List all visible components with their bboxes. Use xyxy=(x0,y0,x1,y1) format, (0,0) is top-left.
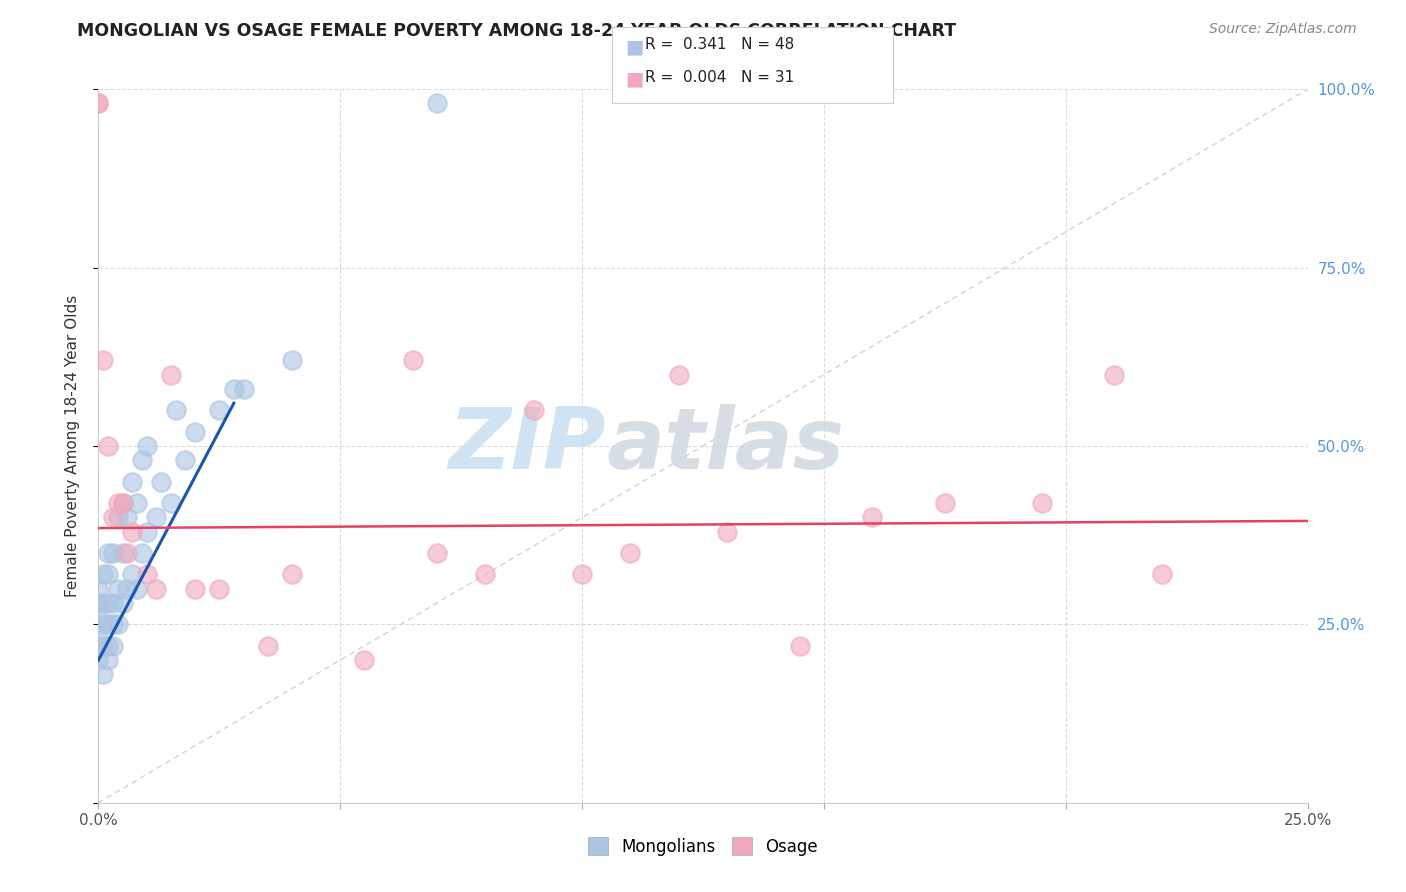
Point xyxy=(934,496,956,510)
Point xyxy=(121,567,143,582)
Point xyxy=(619,546,641,560)
Point xyxy=(87,610,110,624)
Point xyxy=(145,510,167,524)
Point xyxy=(107,582,129,596)
Point xyxy=(87,96,110,111)
Point xyxy=(1102,368,1125,382)
Point xyxy=(117,546,139,560)
Point xyxy=(101,596,124,610)
Point xyxy=(135,567,157,582)
Point xyxy=(131,546,153,560)
Point xyxy=(668,368,690,382)
Point xyxy=(135,439,157,453)
Point xyxy=(111,496,134,510)
Point xyxy=(87,653,110,667)
Point xyxy=(111,546,134,560)
Point xyxy=(281,353,304,368)
Point xyxy=(97,546,120,560)
Text: R =  0.341   N = 48: R = 0.341 N = 48 xyxy=(645,37,794,53)
Point xyxy=(160,368,183,382)
Point xyxy=(127,582,149,596)
Point xyxy=(101,510,124,524)
Point xyxy=(121,475,143,489)
Point xyxy=(184,582,207,596)
Point xyxy=(91,567,114,582)
Point xyxy=(160,496,183,510)
Point xyxy=(101,546,124,560)
Point xyxy=(523,403,546,417)
Point xyxy=(91,639,114,653)
Point xyxy=(716,524,738,539)
Point xyxy=(97,653,120,667)
Point xyxy=(402,353,425,368)
Point xyxy=(87,582,110,596)
Point xyxy=(117,510,139,524)
Point xyxy=(174,453,197,467)
Point xyxy=(107,617,129,632)
Text: ■: ■ xyxy=(626,70,644,88)
Point xyxy=(232,382,254,396)
Point xyxy=(117,582,139,596)
Point xyxy=(426,96,449,111)
Point xyxy=(97,567,120,582)
Point xyxy=(91,353,114,368)
Point xyxy=(107,496,129,510)
Y-axis label: Female Poverty Among 18-24 Year Olds: Female Poverty Among 18-24 Year Olds xyxy=(65,295,80,597)
Text: ZIP: ZIP xyxy=(449,404,606,488)
Point xyxy=(208,582,231,596)
Point xyxy=(256,639,278,653)
Point xyxy=(127,496,149,510)
Point xyxy=(281,567,304,582)
Point xyxy=(111,596,134,610)
Point xyxy=(91,617,114,632)
Point xyxy=(87,639,110,653)
Point xyxy=(87,624,110,639)
Point xyxy=(474,567,496,582)
Point xyxy=(145,582,167,596)
Point xyxy=(87,596,110,610)
Text: MONGOLIAN VS OSAGE FEMALE POVERTY AMONG 18-24 YEAR OLDS CORRELATION CHART: MONGOLIAN VS OSAGE FEMALE POVERTY AMONG … xyxy=(77,22,956,40)
Point xyxy=(101,639,124,653)
Legend: Mongolians, Osage: Mongolians, Osage xyxy=(581,830,825,863)
Point xyxy=(184,425,207,439)
Point xyxy=(121,524,143,539)
Point xyxy=(111,496,134,510)
Point xyxy=(150,475,173,489)
Point xyxy=(208,403,231,417)
Point xyxy=(107,510,129,524)
Point xyxy=(165,403,187,417)
Text: ■: ■ xyxy=(626,37,644,56)
Point xyxy=(97,596,120,610)
Text: Source: ZipAtlas.com: Source: ZipAtlas.com xyxy=(1209,22,1357,37)
Point xyxy=(860,510,883,524)
Point xyxy=(97,617,120,632)
Point xyxy=(135,524,157,539)
Point xyxy=(97,439,120,453)
Point xyxy=(571,567,593,582)
Point xyxy=(91,596,114,610)
Point xyxy=(131,453,153,467)
Point xyxy=(91,667,114,681)
Point xyxy=(87,96,110,111)
Text: R =  0.004   N = 31: R = 0.004 N = 31 xyxy=(645,70,794,85)
Point xyxy=(1152,567,1174,582)
Point xyxy=(101,617,124,632)
Point xyxy=(426,546,449,560)
Point xyxy=(789,639,811,653)
Point xyxy=(97,639,120,653)
Text: atlas: atlas xyxy=(606,404,845,488)
Point xyxy=(1031,496,1053,510)
Point xyxy=(222,382,245,396)
Point xyxy=(353,653,375,667)
